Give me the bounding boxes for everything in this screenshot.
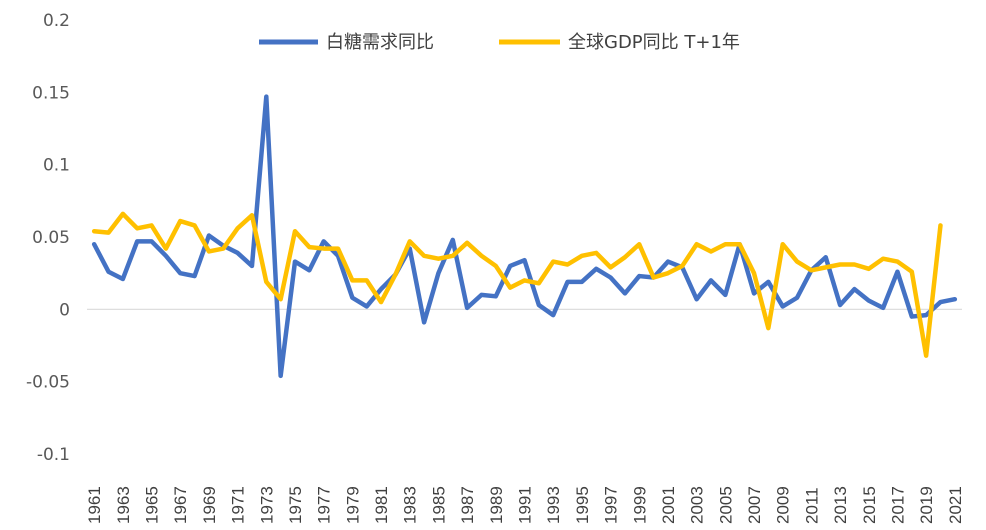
x-tick-label: 1989 — [487, 486, 506, 524]
legend: 白糖需求同比 全球GDP同比 T+1年 — [259, 32, 740, 53]
x-tick-label: 2013 — [831, 486, 850, 524]
y-tick-label: 0.1 — [43, 156, 70, 176]
y-tick-label: -0.05 — [26, 373, 70, 393]
x-tick-label: 2003 — [688, 486, 707, 524]
y-tick-label: 0.15 — [32, 83, 70, 103]
x-tick-label: 1961 — [85, 486, 104, 524]
y-tick-label: -0.1 — [37, 445, 70, 465]
x-tick-label: 1969 — [200, 486, 219, 524]
x-tick-label: 1983 — [401, 486, 420, 524]
series-line-global-gdp — [91, 211, 943, 358]
x-tick-label: 1991 — [516, 486, 535, 524]
x-tick-label: 2019 — [917, 486, 936, 524]
x-tick-label: 1999 — [630, 486, 649, 524]
x-tick-label: 1977 — [315, 486, 334, 524]
x-tick-label: 1973 — [257, 486, 276, 524]
x-tick-label: 1965 — [143, 486, 162, 524]
y-tick-label: 0 — [59, 300, 70, 320]
series-layer — [91, 94, 958, 379]
legend-label-sugar-demand: 白糖需求同比 — [326, 32, 434, 53]
x-tick-label: 2005 — [716, 486, 735, 524]
x-tick-label: 1967 — [171, 486, 190, 524]
x-tick-label: 2017 — [888, 486, 907, 524]
x-tick-label: 1971 — [229, 486, 248, 524]
x-tick-label: 1963 — [114, 486, 133, 524]
x-tick-label: 2001 — [659, 486, 678, 524]
y-tick-label: 0.2 — [43, 11, 70, 31]
series-line-sugar-demand — [91, 94, 958, 379]
x-tick-label: 2011 — [802, 487, 821, 524]
x-tick-label: 1975 — [286, 486, 305, 524]
y-axis: -0.1 -0.05 0 0.05 0.1 0.15 0.2 — [26, 11, 70, 465]
y-tick-label: 0.05 — [32, 228, 70, 248]
legend-label-global-gdp: 全球GDP同比 T+1年 — [568, 32, 740, 53]
x-tick-label: 1987 — [458, 486, 477, 524]
x-tick-label: 1981 — [372, 486, 391, 524]
x-axis: 1961 1963 1965 1967 1969 1971 1973 1975 1977 1979… — [85, 486, 965, 524]
x-tick-label: 2009 — [774, 486, 793, 524]
x-tick-label: 1979 — [343, 486, 362, 524]
x-tick-label: 1993 — [544, 486, 563, 524]
x-tick-label: 1997 — [602, 486, 621, 524]
x-tick-label: 2007 — [745, 486, 764, 524]
x-tick-label: 1985 — [429, 486, 448, 524]
x-tick-label: 2015 — [860, 486, 879, 524]
x-tick-label: 1995 — [573, 486, 592, 524]
x-tick-label: 2021 — [946, 486, 965, 524]
